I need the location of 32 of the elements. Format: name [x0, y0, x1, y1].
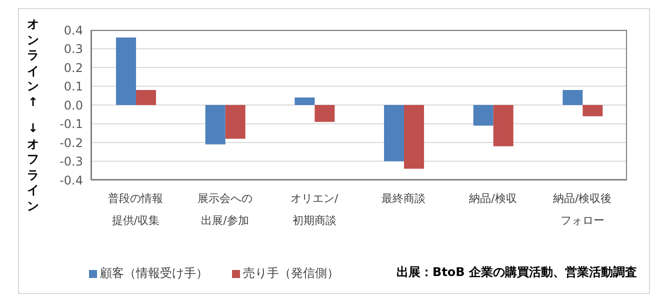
legend-label: 売り手（発信側）: [242, 265, 339, 282]
x-tick-label: 展示会への出展/参加: [198, 192, 252, 227]
bar: [225, 105, 246, 139]
bar: [493, 105, 514, 146]
bar: [116, 38, 136, 105]
bar: [582, 105, 603, 116]
bar: [404, 105, 424, 169]
y-tick-label: -0.1: [60, 117, 83, 132]
y-tick-label: 0.4: [64, 23, 83, 38]
y-tick-label: -0.3: [60, 154, 83, 169]
text: ↓オフライン: [27, 121, 39, 215]
bar: [384, 105, 404, 162]
bar: [473, 105, 494, 126]
bar: [136, 90, 156, 105]
legend-label: 顧客（情報受け手）: [99, 265, 208, 282]
x-tick-label: 納品/検収: [469, 192, 517, 205]
text: 出展：BtoB 企業の購買活動、営業活動調査: [396, 264, 637, 281]
x-tick-label: 普段の情報提供/収集: [108, 192, 164, 227]
y-tick-label: 0.2: [64, 60, 83, 75]
y-tick-label: -0.4: [60, 173, 83, 188]
bar: [314, 105, 335, 122]
y-tick-label: 0.3: [64, 42, 83, 56]
y-tick-label: -0.2: [60, 136, 83, 150]
x-tick-label: オリエン/初期商談: [290, 192, 338, 227]
y-tick-label: 0.0: [64, 98, 83, 112]
bar: [205, 105, 226, 144]
text: オンライン↑: [27, 17, 39, 111]
x-tick-label: 最終商談: [382, 192, 426, 205]
y-tick-label: 0.1: [64, 80, 83, 94]
bar: [562, 90, 583, 105]
bar: [294, 98, 315, 105]
x-tick-label: 納品/検収後フォロー: [552, 192, 612, 227]
